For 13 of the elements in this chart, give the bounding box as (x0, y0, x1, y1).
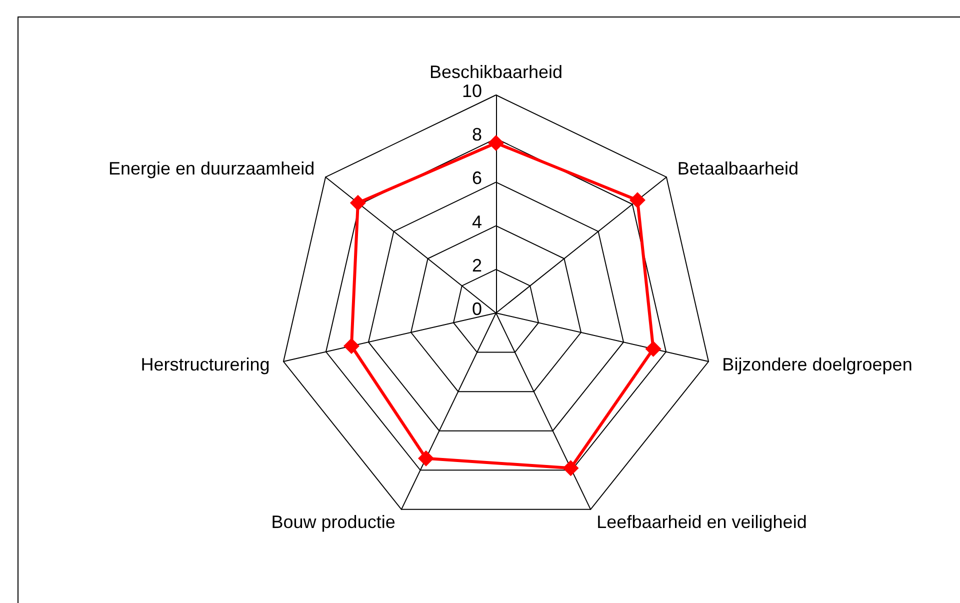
spoke-label: Beschikbaarheid (429, 62, 563, 82)
y-tick-label: 10 (462, 81, 482, 101)
spoke-label: Betaalbaarheid (677, 158, 798, 178)
spoke-label: Energie en duurzaamheid (108, 158, 315, 178)
y-tick-label: 8 (472, 124, 482, 145)
spoke-label: Bijzondere doelgroepen (722, 354, 912, 375)
y-tick-label: 0 (472, 299, 482, 319)
spoke-label: Herstructurering (140, 354, 270, 375)
spoke-label: Bouw productie (271, 512, 396, 532)
y-tick-label: 2 (472, 255, 482, 276)
y-tick-label: 4 (472, 212, 482, 232)
y-tick-label: 6 (472, 168, 482, 188)
spoke-label: Leefbaarheid en veiligheid (596, 512, 807, 532)
